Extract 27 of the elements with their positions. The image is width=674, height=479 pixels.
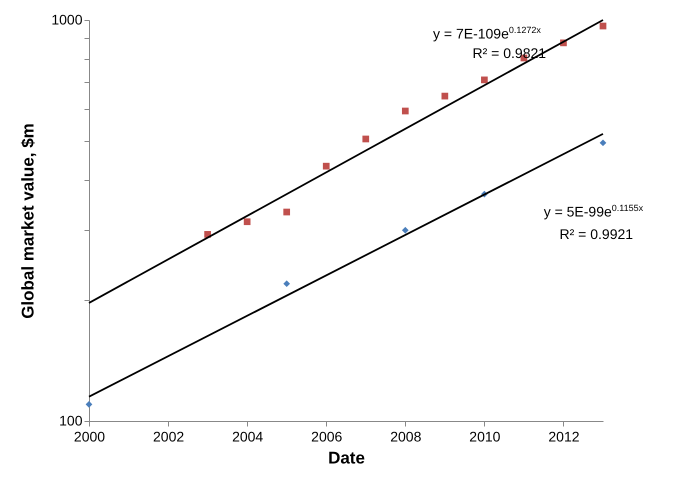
point	[322, 162, 330, 170]
y-tick-label: 100	[59, 412, 83, 428]
annotation: R² = 0.9921	[560, 226, 634, 242]
x-tick-label: 2000	[74, 428, 106, 444]
x-tick-label: 2002	[153, 428, 184, 444]
annotation: y = 5E-99e$^{0.1155x}$	[544, 203, 644, 220]
y-tick-label: 1000	[51, 12, 83, 28]
point	[86, 401, 92, 408]
x-tick-label: 2012	[548, 428, 580, 444]
point	[362, 136, 370, 142]
x-tick-label: 2010	[469, 428, 501, 444]
x-tick-label: 2004	[232, 428, 264, 444]
point	[441, 92, 448, 100]
point	[244, 218, 251, 226]
point	[481, 76, 488, 84]
point	[402, 226, 409, 234]
point	[600, 139, 606, 146]
annotation: y = 7E-109e$^{0.1272x}$	[432, 24, 541, 42]
point	[283, 208, 290, 216]
annotation: R² = 0.9821	[472, 44, 546, 61]
y-axis-title: Global market value, $m	[18, 123, 38, 319]
point	[600, 22, 606, 30]
x-tick-label: 2006	[311, 428, 343, 444]
x-axis-title: Date	[328, 448, 365, 468]
x-tick-label: 2008	[390, 428, 422, 444]
point	[402, 108, 409, 114]
point	[283, 280, 290, 288]
